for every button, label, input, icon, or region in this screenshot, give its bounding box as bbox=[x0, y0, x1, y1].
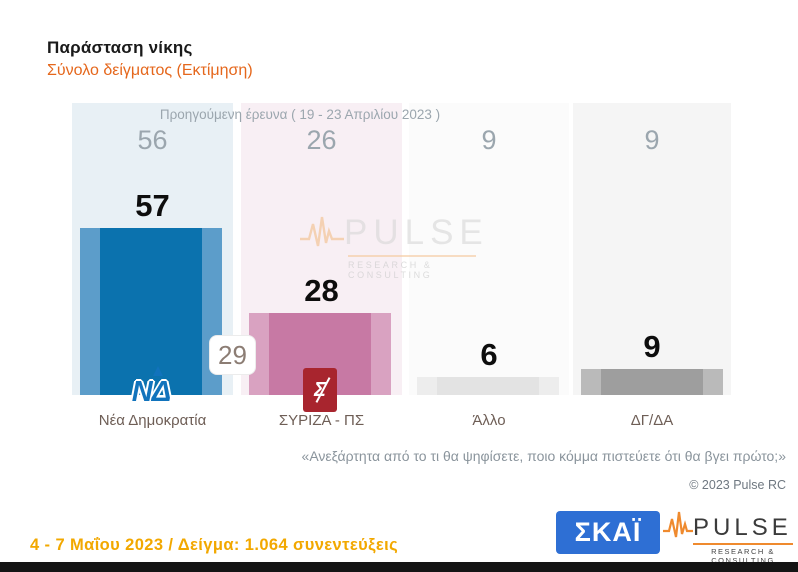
previous-value: 9 bbox=[481, 125, 497, 155]
previous-value: 26 bbox=[306, 125, 337, 155]
syriza-party-logo: Σ bbox=[303, 368, 337, 412]
bar bbox=[417, 377, 559, 395]
nd-party-logo: ΝΔ bbox=[80, 366, 222, 409]
page-subtitle: Σύνολο δείγματος (Εκτίμηση) bbox=[47, 62, 253, 79]
fieldwork-note: 4 - 7 Μαΐου 2023 / Δείγμα: 1.064 συνεντε… bbox=[30, 536, 399, 554]
skai-logo-text: ΣΚΑΪ bbox=[574, 517, 642, 547]
bar-value: 9 bbox=[643, 329, 661, 364]
category-label: ΔΓ/ΔΑ bbox=[630, 412, 674, 429]
category-label: Άλλο bbox=[472, 412, 506, 429]
pulse-logo: PULSE RESEARCH & CONSULTING bbox=[663, 508, 795, 565]
syriza-logo-text: Σ bbox=[314, 378, 326, 401]
previous-survey-label: Προηγούμενη έρευνα ( 19 - 23 Απριλίου 20… bbox=[159, 107, 441, 122]
bar: ΝΔ bbox=[80, 228, 222, 408]
pulse-waveform-icon bbox=[663, 511, 693, 538]
category-label: Νέα Δημοκρατία bbox=[98, 412, 207, 429]
page-title: Παράσταση νίκης bbox=[47, 38, 193, 57]
lead-difference-badge: 29 bbox=[210, 336, 255, 374]
pulse-logo-text: PULSE bbox=[693, 514, 792, 541]
nd-logo-text: ΝΔ bbox=[131, 376, 171, 408]
bottom-black-bar bbox=[0, 562, 798, 572]
pulse-logo-subtext: RESEARCH & CONSULTING bbox=[693, 543, 793, 565]
bar-value: 28 bbox=[304, 273, 339, 308]
category-label: ΣΥΡΙΖΑ - ΠΣ bbox=[278, 412, 365, 429]
bar-column-nd: 56 57 ΝΔ Νέα Δημοκρατία bbox=[72, 103, 233, 429]
previous-value: 9 bbox=[644, 125, 660, 155]
survey-question: «Ανεξάρτητα από το τι θα ψηφίσετε, ποιο … bbox=[301, 448, 786, 464]
previous-value: 56 bbox=[137, 125, 168, 155]
pulse-waveform-icon bbox=[300, 216, 344, 247]
skai-logo: ΣΚΑΪ bbox=[556, 511, 660, 554]
bar-value: 6 bbox=[480, 337, 498, 372]
bar: Σ bbox=[249, 313, 391, 412]
bar-column-syriza: 26 28 Σ ΣΥΡΙΖΑ - ΠΣ bbox=[241, 103, 402, 429]
watermark-text: PULSE bbox=[344, 213, 489, 252]
bar-value: 57 bbox=[135, 188, 170, 223]
copyright-note: © 2023 Pulse RC bbox=[689, 478, 786, 492]
bar-column-other: 9 6 Άλλο bbox=[409, 103, 569, 429]
nd-flag-icon bbox=[153, 366, 163, 376]
bar-column-dgda: 9 9 ΔΓ/ΔΑ bbox=[573, 103, 731, 429]
pulse-watermark: PULSE RESEARCH & CONSULTING bbox=[300, 212, 500, 280]
bar bbox=[581, 369, 723, 395]
watermark-subtext: RESEARCH & CONSULTING bbox=[348, 255, 476, 280]
